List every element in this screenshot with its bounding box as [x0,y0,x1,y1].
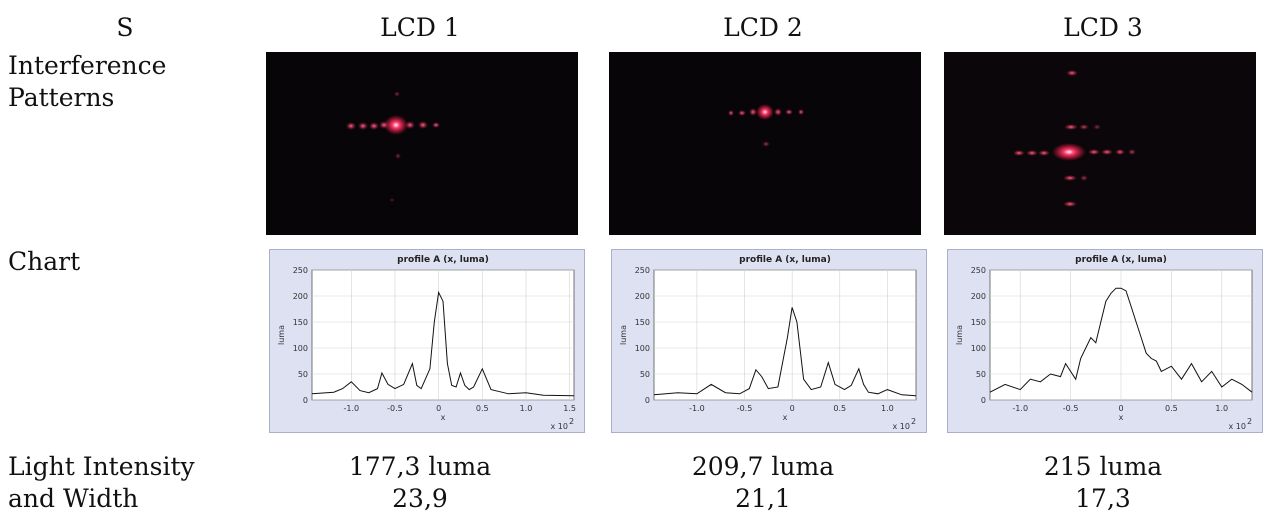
width-value-lcd1: 23,9 [392,484,448,513]
intensity-value-lcd3: 215 luma [1043,452,1163,481]
y-axis-label: luma [955,325,964,345]
y-tick-label: 250 [293,266,308,275]
profile-line [653,307,917,397]
chart-title: profile A (x, luma) [739,255,831,265]
width-value-lcd2: 21,1 [735,484,791,513]
x-axis-label: x [441,413,446,422]
row-header-label: S [116,13,134,42]
x-multiplier-label: x 10 [551,422,568,431]
x-multiplier-exponent: 2 [569,417,574,426]
chart-row-label: Chart [8,247,81,276]
y-tick-label: 200 [293,292,308,301]
chart-title: profile A (x, luma) [1075,255,1167,265]
interference-pattern-lcd3-image [944,52,1256,235]
y-tick-label: 100 [293,344,308,353]
x-multiplier-label: x 10 [1229,422,1246,431]
y-tick-label: 250 [635,266,650,275]
width-value-lcd3: 17,3 [1075,484,1131,513]
y-tick-label: 150 [293,318,308,327]
x-multiplier-exponent: 2 [911,417,916,426]
x-tick-label: -0.5 [737,404,753,413]
column-header-lcd2: LCD 2 [723,13,803,42]
x-tick-label: -0.5 [1063,404,1079,413]
y-axis-label: luma [277,325,286,345]
x-tick-label: 0 [1118,404,1123,413]
interference-pattern-lcd1-image [346,91,440,202]
profile-chart-lcd3-plot: profile A (x, luma) 0 50 100 150 200 250 -1.0 -0… [955,255,1253,431]
patterns-label-line1: Interference [8,51,167,80]
y-tick-label: 100 [971,344,986,353]
y-tick-label: 200 [635,292,650,301]
intensity-label-line1: Light Intensity [8,452,195,481]
interference-pattern-lcd2 [609,52,921,235]
x-tick-label: 0.5 [833,404,846,413]
profile-chart-lcd2: profile A (x, luma) 0 50 100 150 200 250 -1.0 -0… [611,249,927,433]
patterns-label-line2: Patterns [8,83,115,112]
profile-chart-lcd1: profile A (x, luma) 0 50 100 150 200 250 -1.0 -0… [269,249,585,433]
y-tick-label: 200 [971,292,986,301]
x-tick-label: 0.5 [1165,404,1178,413]
y-tick-label: 150 [635,318,650,327]
x-multiplier-label: x 10 [893,422,910,431]
plot-area [311,269,575,401]
x-tick-label: -1.0 [343,404,359,413]
y-tick-label: 0 [645,396,650,405]
intensity-label-line2: and Width [8,484,139,513]
y-axis-label: luma [619,325,628,345]
plot-area [653,269,917,401]
profile-chart-lcd2-plot: profile A (x, luma) 0 50 100 150 200 250 -1.0 -0… [619,255,917,431]
interference-pattern-lcd2-image [728,104,804,147]
y-tick-label: 50 [640,370,650,379]
x-axis-label: x [1119,413,1124,422]
chart-title: profile A (x, luma) [397,255,489,265]
intensity-value-lcd2: 209,7 luma [691,452,835,481]
interference-pattern-lcd3 [944,52,1256,235]
y-tick-label: 50 [298,370,308,379]
y-tick-label: 50 [976,370,986,379]
x-tick-label: -0.5 [387,404,403,413]
y-tick-label: 0 [981,396,986,405]
x-tick-label: 1.0 [520,404,533,413]
column-header-lcd3: LCD 3 [1063,13,1143,42]
x-multiplier-exponent: 2 [1247,417,1252,426]
intensity-value-lcd1: 177,3 luma [348,452,492,481]
y-tick-label: 250 [971,266,986,275]
x-tick-label: -1.0 [1012,404,1028,413]
x-tick-label: -1.0 [689,404,705,413]
x-tick-label: 0 [436,404,441,413]
y-tick-label: 150 [971,318,986,327]
x-axis-label: x [783,413,788,422]
x-tick-label: 0 [790,404,795,413]
x-tick-label: 1.0 [881,404,894,413]
x-tick-label: 1.0 [1215,404,1228,413]
profile-line [989,287,1253,393]
interference-pattern-lcd1 [266,52,578,235]
profile-chart-lcd1-plot: profile A (x, luma) 0 50 100 150 200 250 -1.0 -0… [277,255,576,431]
y-tick-label: 0 [303,396,308,405]
y-tick-label: 100 [635,344,650,353]
x-tick-label: 0.5 [476,404,489,413]
profile-line [311,290,575,397]
column-header-lcd1: LCD 1 [380,13,460,42]
x-tick-label: 1.5 [563,404,576,413]
profile-chart-lcd3: profile A (x, luma) 0 50 100 150 200 250 -1.0 -0… [947,249,1263,433]
